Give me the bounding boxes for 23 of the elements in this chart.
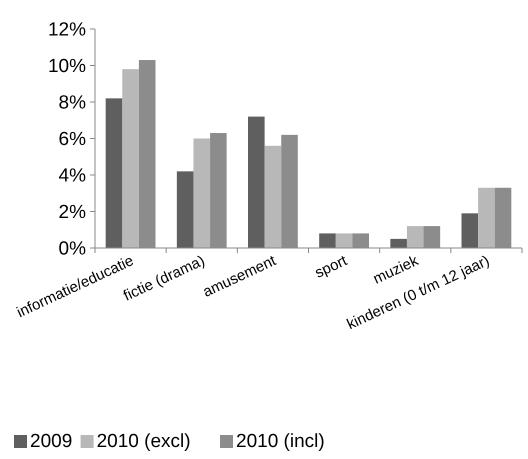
bar xyxy=(248,116,265,248)
y-tick-label: 8% xyxy=(58,92,86,114)
bar xyxy=(106,98,122,248)
legend-label: 2010 (incl) xyxy=(236,431,325,452)
y-tick-label: 4% xyxy=(58,166,86,187)
y-tick-label: 2% xyxy=(58,202,86,224)
bar xyxy=(336,233,352,248)
bar xyxy=(462,213,478,248)
legend-label: 2010 (excl) xyxy=(96,431,191,452)
bar xyxy=(390,238,407,248)
bar xyxy=(122,69,139,248)
bar xyxy=(193,138,210,248)
x-tick-label: sport xyxy=(312,252,351,282)
y-tick-label: 0% xyxy=(58,238,86,260)
y-tick-label: 6% xyxy=(58,129,86,150)
bar xyxy=(478,188,495,248)
y-tick-label: 12% xyxy=(48,20,86,41)
bar xyxy=(176,171,194,248)
bar xyxy=(319,233,336,248)
bar xyxy=(264,146,282,248)
legend-label: 2009 xyxy=(30,431,72,452)
y-tick-label: 10% xyxy=(48,56,86,78)
bar xyxy=(406,226,424,248)
